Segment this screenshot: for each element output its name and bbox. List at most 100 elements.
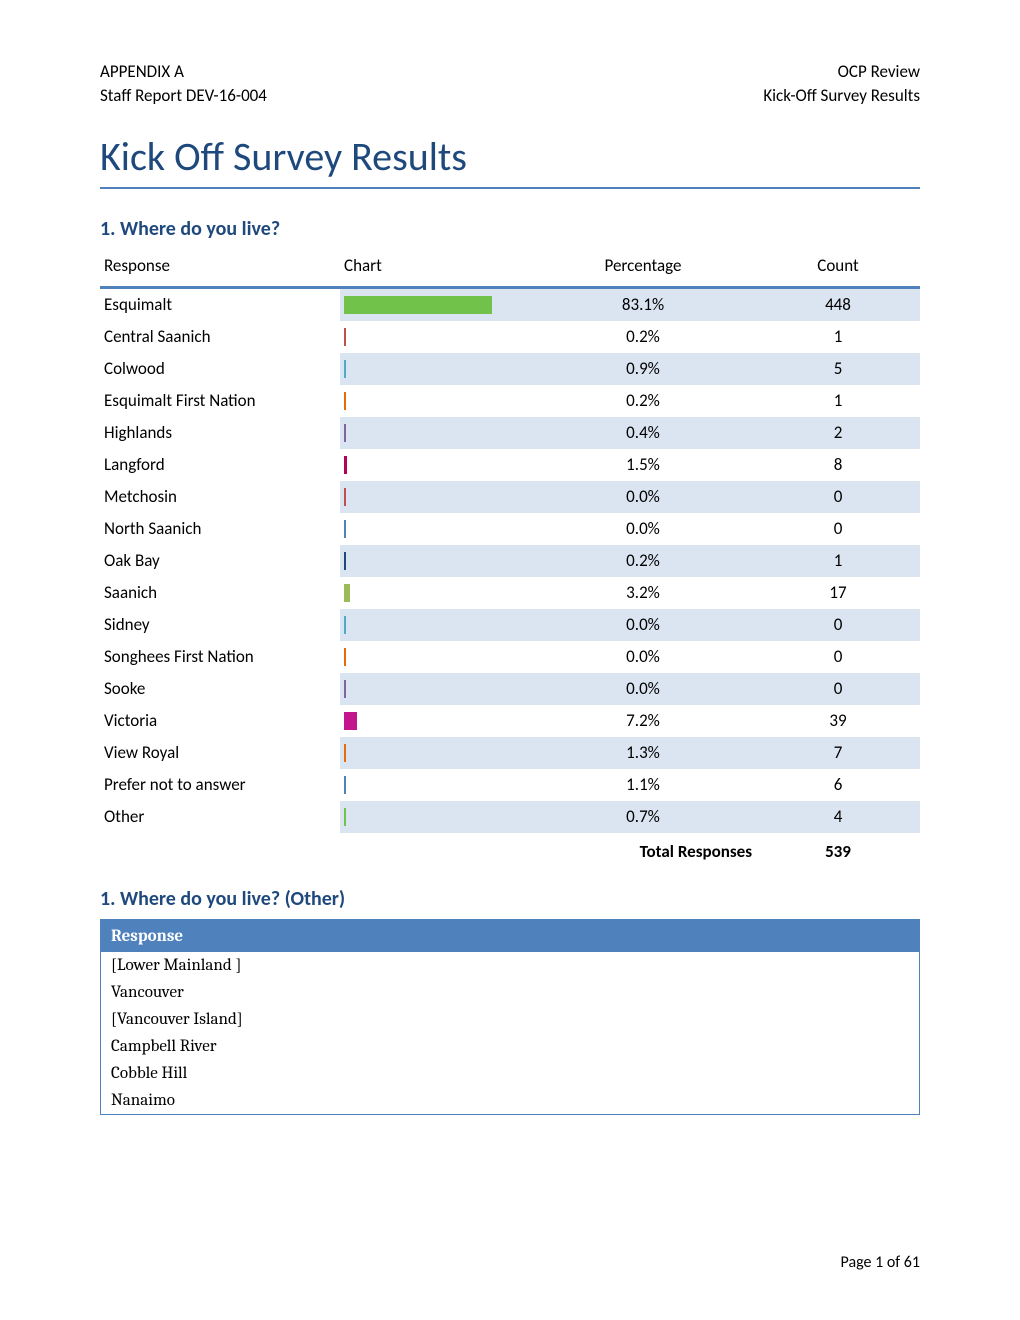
table-row: Songhees First Nation0.0%0 bbox=[100, 641, 920, 673]
header-left-line1: APPENDIX A bbox=[100, 60, 267, 84]
header-right-line2: Kick-Off Survey Results bbox=[763, 84, 920, 108]
cell-percentage: 0.2% bbox=[530, 321, 760, 353]
table-row: Nanaimo bbox=[101, 1087, 920, 1115]
bar bbox=[344, 296, 492, 314]
other-cell: [Lower Mainland ] bbox=[101, 951, 920, 979]
cell-response: Metchosin bbox=[100, 481, 340, 513]
cell-count: 0 bbox=[760, 673, 920, 705]
table-row: Prefer not to answer1.1%6 bbox=[100, 769, 920, 801]
bar bbox=[344, 488, 346, 506]
col-header-count: Count bbox=[760, 249, 920, 288]
cell-chart bbox=[340, 769, 530, 801]
table-row: View Royal1.3%7 bbox=[100, 737, 920, 769]
cell-percentage: 1.5% bbox=[530, 449, 760, 481]
cell-chart bbox=[340, 449, 530, 481]
cell-response: Langford bbox=[100, 449, 340, 481]
cell-chart bbox=[340, 673, 530, 705]
cell-count: 5 bbox=[760, 353, 920, 385]
total-label: Total Responses bbox=[530, 833, 760, 867]
table-row: [Vancouver Island] bbox=[101, 1006, 920, 1033]
cell-response: Oak Bay bbox=[100, 545, 340, 577]
cell-percentage: 0.0% bbox=[530, 641, 760, 673]
table-row: Colwood 0.9%5 bbox=[100, 353, 920, 385]
cell-count: 39 bbox=[760, 705, 920, 737]
cell-chart bbox=[340, 481, 530, 513]
bar bbox=[344, 744, 346, 762]
total-row: Total Responses539 bbox=[100, 833, 920, 867]
page-header: APPENDIX A Staff Report DEV-16-004 OCP R… bbox=[100, 60, 920, 108]
question1-table: ResponseChartPercentageCountEsquimalt83.… bbox=[100, 249, 920, 867]
cell-count: 0 bbox=[760, 609, 920, 641]
cell-chart bbox=[340, 801, 530, 833]
col-header-response: Response bbox=[100, 249, 340, 288]
cell-count: 8 bbox=[760, 449, 920, 481]
cell-count: 448 bbox=[760, 287, 920, 321]
table-row: Central Saanich0.2%1 bbox=[100, 321, 920, 353]
cell-response: North Saanich bbox=[100, 513, 340, 545]
cell-percentage: 0.7% bbox=[530, 801, 760, 833]
bar bbox=[344, 680, 346, 698]
cell-percentage: 0.0% bbox=[530, 481, 760, 513]
cell-response: Prefer not to answer bbox=[100, 769, 340, 801]
total-count: 539 bbox=[760, 833, 920, 867]
page-footer: Page 1 of 61 bbox=[841, 1253, 920, 1272]
header-right: OCP Review Kick-Off Survey Results bbox=[763, 60, 920, 108]
cell-chart bbox=[340, 737, 530, 769]
col-header-chart: Chart bbox=[340, 249, 530, 288]
title-rule bbox=[100, 187, 920, 189]
table-row: Other0.7%4 bbox=[100, 801, 920, 833]
cell-chart bbox=[340, 705, 530, 737]
bar bbox=[344, 456, 347, 474]
other-header: Response bbox=[101, 921, 920, 951]
table-row: North Saanich 0.0%0 bbox=[100, 513, 920, 545]
bar bbox=[344, 424, 346, 442]
bar bbox=[344, 392, 346, 410]
cell-percentage: 0.0% bbox=[530, 513, 760, 545]
cell-chart bbox=[340, 513, 530, 545]
table-row: Esquimalt First Nation0.2%1 bbox=[100, 385, 920, 417]
bar bbox=[344, 776, 346, 794]
bar bbox=[344, 520, 346, 538]
cell-chart bbox=[340, 353, 530, 385]
cell-percentage: 1.1% bbox=[530, 769, 760, 801]
cell-count: 0 bbox=[760, 513, 920, 545]
bar bbox=[344, 712, 357, 730]
bar bbox=[344, 584, 350, 602]
bar bbox=[344, 616, 346, 634]
cell-percentage: 0.2% bbox=[530, 385, 760, 417]
table-row: Campbell River bbox=[101, 1033, 920, 1060]
cell-count: 2 bbox=[760, 417, 920, 449]
other-cell: Nanaimo bbox=[101, 1087, 920, 1115]
cell-count: 4 bbox=[760, 801, 920, 833]
table-row: Metchosin0.0%0 bbox=[100, 481, 920, 513]
table-row: Oak Bay0.2%1 bbox=[100, 545, 920, 577]
bar bbox=[344, 328, 346, 346]
table-row: Highlands0.4%2 bbox=[100, 417, 920, 449]
cell-percentage: 0.0% bbox=[530, 609, 760, 641]
cell-count: 7 bbox=[760, 737, 920, 769]
col-header-percentage: Percentage bbox=[530, 249, 760, 288]
bar bbox=[344, 648, 346, 666]
header-right-line1: OCP Review bbox=[763, 60, 920, 84]
question1-section: 1. Where do you live? ResponseChartPercen… bbox=[100, 217, 920, 867]
table-row: Cobble Hill bbox=[101, 1060, 920, 1087]
cell-percentage: 0.9% bbox=[530, 353, 760, 385]
cell-response: Saanich bbox=[100, 577, 340, 609]
cell-chart bbox=[340, 417, 530, 449]
table-row: Sidney0.0%0 bbox=[100, 609, 920, 641]
cell-percentage: 3.2% bbox=[530, 577, 760, 609]
cell-percentage: 0.4% bbox=[530, 417, 760, 449]
table-row: Saanich3.2%17 bbox=[100, 577, 920, 609]
table-row: Sooke0.0%0 bbox=[100, 673, 920, 705]
cell-percentage: 0.2% bbox=[530, 545, 760, 577]
question1-title: 1. Where do you live? bbox=[100, 217, 920, 241]
cell-response: Central Saanich bbox=[100, 321, 340, 353]
cell-chart bbox=[340, 609, 530, 641]
cell-response: Colwood bbox=[100, 353, 340, 385]
question1-other-title: 1. Where do you live? (Other) bbox=[100, 887, 920, 911]
table-row: Vancouver bbox=[101, 979, 920, 1006]
cell-response: View Royal bbox=[100, 737, 340, 769]
other-cell: Campbell River bbox=[101, 1033, 920, 1060]
other-cell: Cobble Hill bbox=[101, 1060, 920, 1087]
table-row: [Lower Mainland ] bbox=[101, 951, 920, 979]
